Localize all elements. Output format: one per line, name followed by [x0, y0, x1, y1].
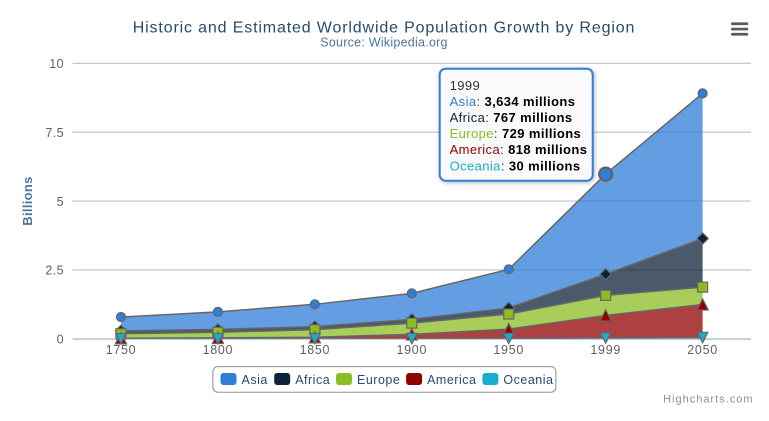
svg-text:1950: 1950: [493, 343, 524, 357]
svg-text:Africa: 767 millions: Africa: 767 millions: [450, 110, 573, 125]
svg-text:Asia: 3,634 millions: Asia: 3,634 millions: [450, 94, 576, 109]
svg-text:America: America: [427, 373, 476, 387]
svg-text:Billions: Billions: [20, 176, 35, 225]
svg-text:Africa: Africa: [295, 373, 330, 387]
svg-text:1999: 1999: [590, 343, 621, 357]
svg-text:1850: 1850: [300, 343, 331, 357]
svg-text:Highcharts.com: Highcharts.com: [663, 394, 753, 406]
svg-text:1750: 1750: [106, 343, 137, 357]
svg-text:Oceania: 30 millions: Oceania: 30 millions: [450, 158, 581, 173]
svg-text:America: 818 millions: America: 818 millions: [450, 142, 588, 157]
svg-text:1800: 1800: [203, 343, 234, 357]
svg-text:Oceania: Oceania: [503, 373, 553, 387]
svg-text:Source: Wikipedia.org: Source: Wikipedia.org: [320, 35, 448, 49]
svg-text:0: 0: [57, 333, 64, 347]
svg-text:Europe: Europe: [357, 373, 400, 387]
svg-text:Europe: 729 millions: Europe: 729 millions: [450, 126, 582, 141]
svg-text:10: 10: [49, 57, 64, 71]
svg-text:Historic and Estimated Worldwi: Historic and Estimated Worldwide Populat…: [133, 20, 635, 37]
svg-text:2050: 2050: [687, 343, 718, 357]
svg-text:1999: 1999: [450, 78, 481, 93]
svg-text:5: 5: [57, 195, 64, 209]
svg-text:7.5: 7.5: [45, 126, 64, 140]
svg-text:2.5: 2.5: [45, 264, 64, 278]
svg-text:Asia: Asia: [242, 373, 268, 387]
svg-text:1900: 1900: [396, 343, 427, 357]
